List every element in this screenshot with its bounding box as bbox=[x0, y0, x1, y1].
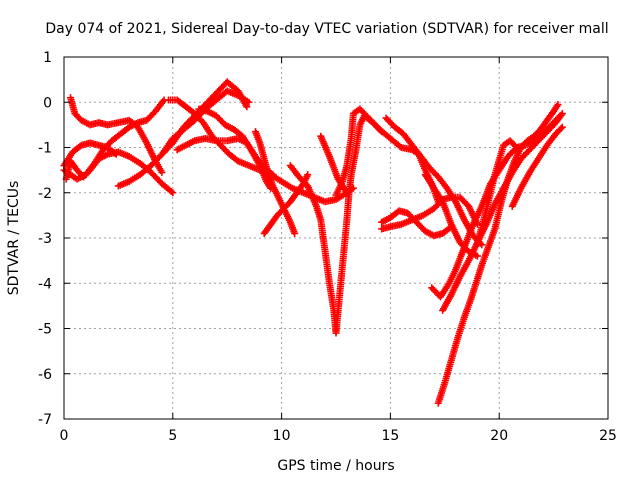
data-point bbox=[112, 150, 120, 158]
y-tick-label: -6 bbox=[38, 367, 52, 383]
y-tick-label: 1 bbox=[43, 50, 52, 66]
y-tick-label: 0 bbox=[43, 95, 52, 111]
data-series bbox=[473, 137, 521, 247]
x-tick-label: 15 bbox=[381, 428, 399, 444]
data-series bbox=[434, 101, 562, 407]
data-point bbox=[558, 110, 566, 118]
data-point bbox=[111, 149, 119, 157]
data-series bbox=[60, 96, 168, 183]
data-point bbox=[169, 189, 177, 197]
data-series bbox=[378, 207, 455, 240]
y-tick-label: -3 bbox=[38, 231, 52, 247]
data-series bbox=[251, 128, 299, 237]
y-tick-label: -7 bbox=[38, 412, 52, 428]
data-point bbox=[554, 101, 562, 109]
data-series bbox=[67, 94, 166, 176]
x-tick-label: 10 bbox=[273, 428, 291, 444]
data-series bbox=[160, 78, 251, 156]
x-axis-label: GPS time / hours bbox=[277, 458, 394, 474]
data-point bbox=[291, 229, 299, 237]
grid-lines bbox=[64, 57, 608, 419]
data-series bbox=[508, 123, 566, 210]
data-point bbox=[349, 184, 357, 192]
data-point bbox=[558, 123, 566, 131]
x-tick-label: 20 bbox=[490, 428, 508, 444]
data-series bbox=[60, 139, 120, 170]
data-point bbox=[511, 142, 519, 150]
y-tick-label: -4 bbox=[38, 276, 52, 292]
y-tick-label: -2 bbox=[38, 186, 52, 202]
x-tick-label: 5 bbox=[168, 428, 177, 444]
chart-title: Day 074 of 2021, Sidereal Day-to-day VTE… bbox=[45, 21, 608, 37]
data-point bbox=[158, 168, 166, 176]
data-series bbox=[378, 193, 481, 233]
data-point bbox=[513, 144, 521, 151]
data-series bbox=[286, 112, 386, 337]
data-points bbox=[60, 78, 566, 407]
data-point bbox=[304, 171, 312, 179]
y-tick-label: -1 bbox=[38, 141, 52, 157]
data-point bbox=[473, 252, 481, 260]
x-tick-label: 0 bbox=[60, 428, 69, 444]
x-tick-label: 25 bbox=[599, 428, 617, 444]
data-series bbox=[195, 105, 275, 192]
data-point bbox=[557, 111, 565, 119]
data-point bbox=[557, 124, 565, 132]
data-series bbox=[164, 96, 351, 206]
data-point bbox=[243, 103, 251, 111]
y-tick-label: -5 bbox=[38, 322, 52, 338]
y-axis-label: SDTVAR / TECUs bbox=[6, 181, 22, 296]
